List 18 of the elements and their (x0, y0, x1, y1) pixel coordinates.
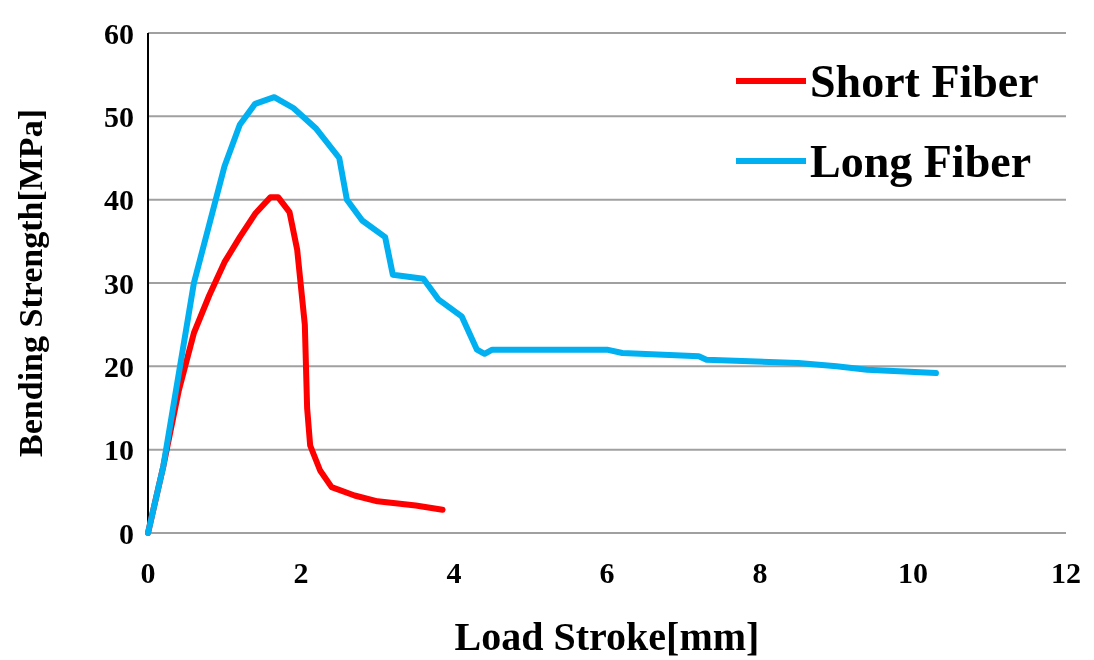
x-tick-label: 2 (293, 556, 309, 589)
y-tick-label: 30 (104, 266, 134, 300)
y-tick-label: 20 (104, 349, 134, 383)
legend-label: Long Fiber (810, 136, 1032, 188)
legend-label: Short Fiber (810, 56, 1039, 108)
y-tick-label: 0 (119, 516, 134, 550)
y-axis-title: Bending Strength[MPa] (12, 109, 49, 457)
x-tick-label: 12 (1051, 556, 1081, 589)
y-tick-label: 50 (104, 99, 134, 133)
x-tick-label: 6 (599, 556, 615, 589)
x-tick-label: 0 (140, 556, 156, 589)
x-tick-label: 10 (898, 556, 928, 589)
y-tick-label: 10 (104, 433, 134, 467)
x-axis-title: Load Stroke[mm] (454, 614, 760, 659)
x-tick-label: 8 (752, 556, 768, 589)
x-tick-label: 4 (446, 556, 462, 589)
y-tick-label: 40 (104, 183, 134, 217)
y-tick-label: 60 (104, 16, 134, 50)
